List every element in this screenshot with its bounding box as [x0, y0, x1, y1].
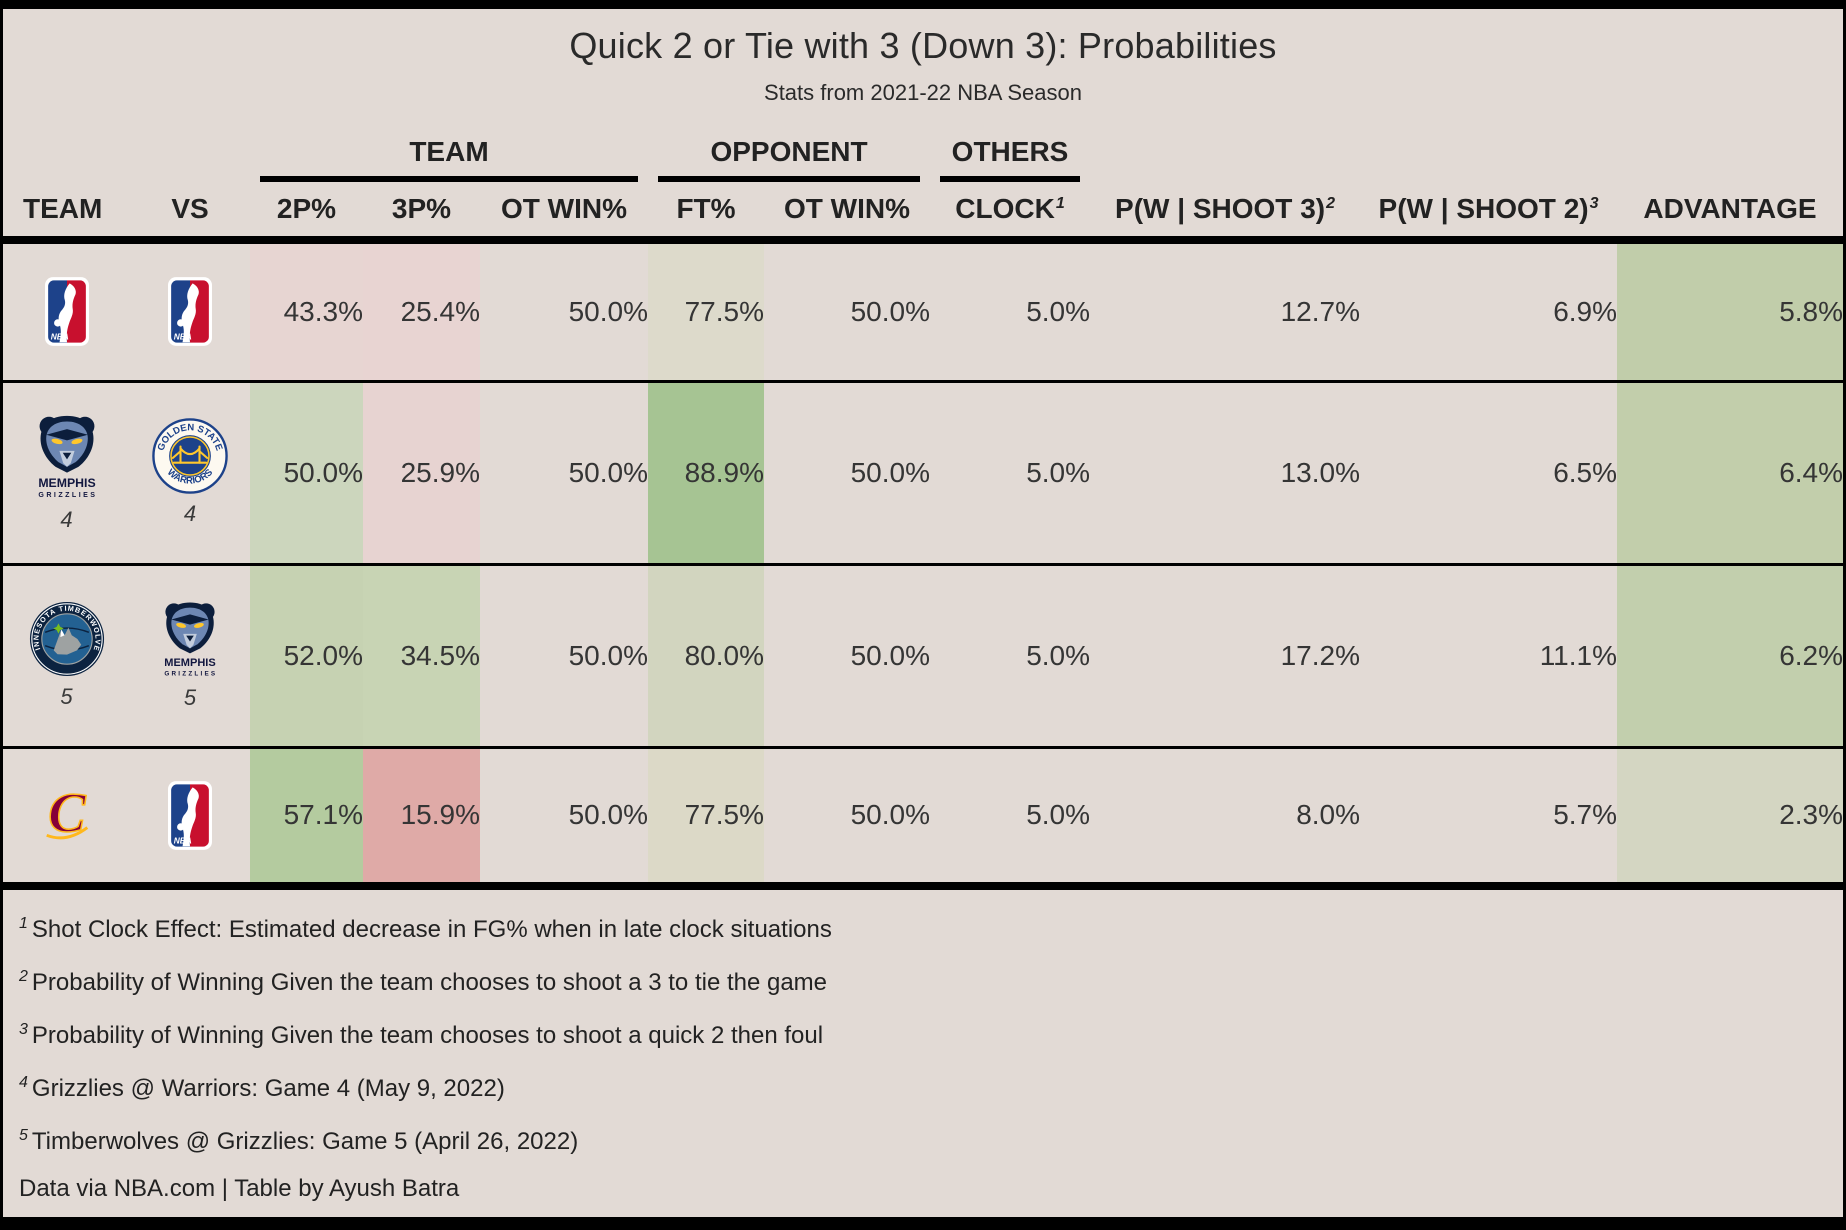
vs-logo-cell [130, 747, 250, 890]
game-footnote-marker: 5 [60, 684, 73, 709]
cell-advantage: 6.4% [1617, 381, 1843, 566]
vs-logo-cell [130, 240, 250, 383]
cell-advantage: 6.2% [1617, 564, 1843, 749]
footnotes-section: 1 Shot Clock Effect: Estimated decrease i… [3, 890, 1843, 1213]
cell-p-win-shoot-2: 11.1% [1360, 564, 1618, 749]
nba-logo [168, 781, 212, 850]
cell-3p-pct: 25.4% [363, 240, 480, 383]
cell-clock: 5.0% [930, 564, 1091, 749]
col-header-3p-pct: 3P% [363, 182, 480, 244]
cell-2p-pct: 50.0% [250, 381, 363, 566]
col-header-team: TEAM [3, 182, 130, 244]
group-opponent-label: OPPONENT [658, 136, 921, 182]
page-title: Quick 2 or Tie with 3 (Down 3): Probabil… [569, 25, 1277, 66]
grizzlies-logo [29, 413, 105, 500]
col-header-p-win-shoot-3: P(W | SHOOT 3)2 [1090, 182, 1361, 244]
cell-opp-ot-win-pct: 50.0% [764, 564, 931, 749]
cell-team-ot-win-pct: 50.0% [480, 240, 648, 383]
cell-p-win-shoot-2: 6.5% [1360, 381, 1618, 566]
cell-team-ot-win-pct: 50.0% [480, 381, 648, 566]
col-header-clock: CLOCK1 [930, 182, 1091, 244]
table-row: 57.1% 15.9% 50.0% 77.5% 50.0% 5.0% 8.0% … [3, 747, 1843, 890]
cavaliers-logo [38, 783, 96, 847]
table-row: 5 5 52.0% 34.5% 50.0% 80.0% 50.0% 5.0% 1… [3, 564, 1843, 749]
footnote-shoot-3: 2 Probability of Winning Given the team c… [19, 968, 828, 996]
col-header-advantage: ADVANTAGE [1617, 182, 1843, 244]
col-header-vs: VS [130, 182, 250, 244]
nba-logo [168, 277, 212, 346]
team-logo-cell: 5 [3, 564, 130, 749]
group-others-label: OTHERS [940, 136, 1081, 182]
data-credit: Data via NBA.com | Table by Ayush Batra [19, 1175, 460, 1202]
timberwolves-logo [29, 601, 105, 677]
cell-ft-pct: 77.5% [648, 747, 764, 890]
team-logo-cell [3, 747, 130, 890]
cell-clock: 5.0% [930, 747, 1091, 890]
cell-3p-pct: 34.5% [363, 564, 480, 749]
shoot2-footnote-marker: 3 [1589, 194, 1599, 212]
col-header-team-ot-win-pct: OT WIN% [480, 182, 648, 244]
table-row: 43.3% 25.4% 50.0% 77.5% 50.0% 5.0% 12.7%… [3, 240, 1843, 383]
column-group-row: TEAM OPPONENT OTHERS [3, 106, 1843, 182]
game-footnote-marker: 4 [183, 501, 197, 526]
cell-opp-ot-win-pct: 50.0% [764, 381, 931, 566]
col-header-ft-pct: FT% [648, 182, 764, 244]
probability-table: TEAM OPPONENT OTHERS TEAM VS 2P% 3P% OT … [3, 106, 1843, 890]
cell-3p-pct: 15.9% [363, 747, 480, 890]
cell-3p-pct: 25.9% [363, 381, 480, 566]
col-header-opp-ot-win-pct: OT WIN% [764, 182, 931, 244]
footnote-game-4: 4 Grizzlies @ Warriors: Game 4 (May 9, 20… [19, 1074, 505, 1102]
group-others: OTHERS [930, 106, 1090, 182]
grizzlies-logo [156, 600, 224, 678]
clock-footnote-marker: 1 [1055, 194, 1065, 212]
vs-logo-cell: 5 [130, 564, 250, 749]
cell-clock: 5.0% [930, 240, 1091, 383]
table-row: 4 4 50.0% 25.9% 50.0% 88.9% 50.0% 5.0% 1… [3, 381, 1843, 566]
vs-logo-cell: 4 [130, 381, 250, 566]
cell-p-win-shoot-3: 17.2% [1090, 564, 1361, 749]
cell-team-ot-win-pct: 50.0% [480, 564, 648, 749]
cell-opp-ot-win-pct: 50.0% [764, 240, 931, 383]
shoot3-footnote-marker: 2 [1326, 194, 1335, 212]
game-footnote-marker: 4 [60, 506, 73, 532]
group-spacer [3, 106, 250, 182]
col-header-p-win-shoot-2: P(W | SHOOT 2)3 [1360, 182, 1618, 244]
cell-team-ot-win-pct: 50.0% [480, 747, 648, 890]
column-header-row: TEAM VS 2P% 3P% OT WIN% FT% OT WIN% CLOC… [3, 182, 1843, 244]
group-team-label: TEAM [260, 136, 638, 182]
cell-advantage: 5.8% [1617, 240, 1843, 383]
group-spacer [1090, 106, 1843, 182]
footnote-game-5: 5 Timberwolves @ Grizzlies: Game 5 (April… [19, 1127, 579, 1155]
col-header-2p-pct: 2P% [250, 182, 363, 244]
page-subtitle: Stats from 2021-22 NBA Season [764, 80, 1082, 105]
team-logo-cell: 4 [3, 381, 130, 566]
cell-ft-pct: 88.9% [648, 381, 764, 566]
cell-clock: 5.0% [930, 381, 1091, 566]
cell-2p-pct: 57.1% [250, 747, 363, 890]
cell-ft-pct: 80.0% [648, 564, 764, 749]
warriors-logo [152, 418, 228, 494]
cell-p-win-shoot-3: 8.0% [1090, 747, 1361, 890]
cell-p-win-shoot-3: 13.0% [1090, 381, 1361, 566]
cell-ft-pct: 77.5% [648, 240, 764, 383]
cell-opp-ot-win-pct: 50.0% [764, 747, 931, 890]
footnote-shot-clock: 1 Shot Clock Effect: Estimated decrease i… [19, 915, 832, 943]
nba-logo [45, 277, 89, 346]
cell-2p-pct: 43.3% [250, 240, 363, 383]
cell-p-win-shoot-2: 5.7% [1360, 747, 1618, 890]
group-opponent: OPPONENT [648, 106, 930, 182]
cell-p-win-shoot-2: 6.9% [1360, 240, 1618, 383]
game-footnote-marker: 5 [183, 685, 197, 710]
footnote-shoot-2: 3 Probability of Winning Given the team c… [19, 1021, 824, 1049]
group-team: TEAM [250, 106, 648, 182]
cell-advantage: 2.3% [1617, 747, 1843, 890]
cell-p-win-shoot-3: 12.7% [1090, 240, 1361, 383]
team-logo-cell [3, 240, 130, 383]
cell-2p-pct: 52.0% [250, 564, 363, 749]
